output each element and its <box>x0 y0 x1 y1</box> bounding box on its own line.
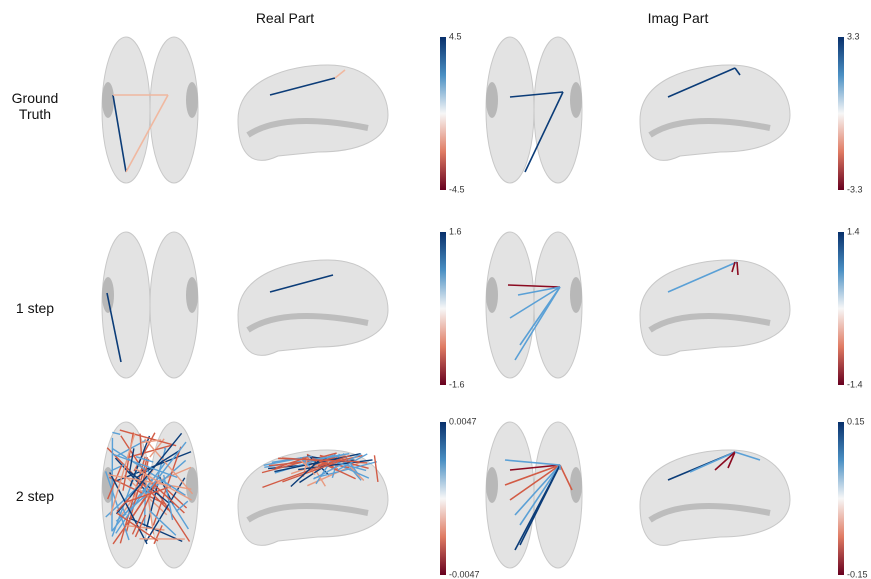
brain-region <box>570 277 582 313</box>
brain-region <box>486 467 498 503</box>
colorbar <box>440 37 446 190</box>
brain-region <box>486 82 498 118</box>
brain-side <box>640 65 790 160</box>
colorbar-label: 1.6 <box>449 226 462 236</box>
brain-region <box>570 467 582 503</box>
colorbar <box>838 232 844 385</box>
brain-region <box>186 82 198 118</box>
brain-region <box>102 82 114 118</box>
page: Real Part Imag Part Ground Truth 1 step … <box>0 0 871 579</box>
colorbar-label: 0.15 <box>847 416 865 426</box>
figure: 4.5 -4.5 3.3 -3.3 1.6 -1.6 1.4 -1.4 0.0047 -0.004… <box>0 0 871 579</box>
colorbar-label: -4.5 <box>449 184 465 194</box>
brain-side <box>238 65 388 160</box>
colorbar-label: -0.15 <box>847 569 868 579</box>
brain-side <box>640 450 790 545</box>
brain-region <box>486 277 498 313</box>
brain-side <box>238 260 388 355</box>
colorbar-label: 0.0047 <box>449 416 477 426</box>
colorbar-label: 3.3 <box>847 31 860 41</box>
colorbar-label: -1.4 <box>847 379 863 389</box>
colorbar-label: 1.4 <box>847 226 860 236</box>
colorbar-label: -3.3 <box>847 184 863 194</box>
colorbar-label: -0.0047 <box>449 569 480 579</box>
colorbar <box>440 422 446 575</box>
colorbar-label: 4.5 <box>449 31 462 41</box>
connection <box>112 438 113 531</box>
colorbar <box>838 37 844 190</box>
brain-region <box>570 82 582 118</box>
connection <box>737 262 738 275</box>
brain-side <box>640 260 790 355</box>
colorbar-label: -1.6 <box>449 379 465 389</box>
colorbar <box>440 232 446 385</box>
brain-region <box>186 277 198 313</box>
colorbar <box>838 422 844 575</box>
